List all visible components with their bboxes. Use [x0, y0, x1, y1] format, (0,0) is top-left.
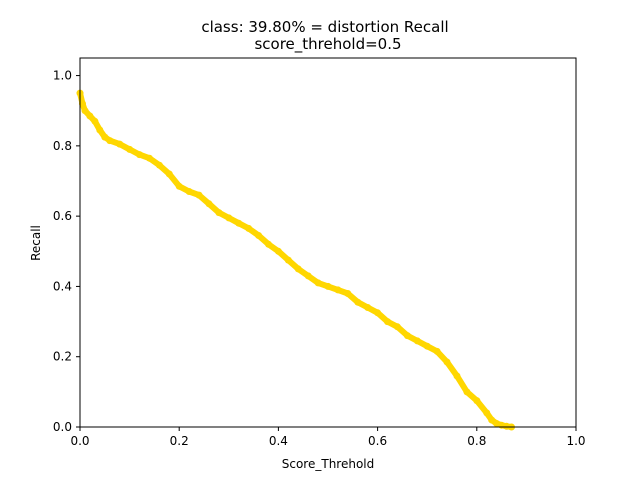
data-point — [106, 137, 114, 145]
axes-frame — [79, 57, 577, 428]
y-tick-label: 0.2 — [53, 350, 72, 364]
data-point — [483, 409, 491, 417]
data-point — [488, 416, 496, 424]
data-point — [364, 304, 372, 311]
data-point — [245, 224, 253, 232]
y-axis: 0.0 0.2 0.4 0.6 0.8 1.0 — [53, 69, 80, 434]
data-point — [393, 323, 401, 331]
data-point — [324, 282, 332, 290]
data-point — [265, 240, 272, 248]
x-tick-label: 0.4 — [269, 434, 288, 448]
y-tick-label: 0.6 — [53, 209, 72, 223]
data-point — [354, 298, 362, 306]
y-tick-label: 1.0 — [53, 69, 72, 83]
data-point — [195, 191, 203, 199]
x-axis: 0.0 0.2 0.4 0.6 0.8 1.0 — [70, 427, 586, 448]
data-point — [81, 107, 89, 115]
data-point — [403, 332, 411, 340]
data-point — [255, 232, 263, 239]
data-point — [463, 388, 471, 396]
x-tick-label: 0.6 — [368, 434, 387, 448]
data-point — [433, 347, 441, 355]
data-point — [284, 256, 292, 264]
data-point — [453, 372, 461, 380]
y-tick-label: 0.0 — [53, 420, 72, 434]
data-point — [101, 133, 109, 141]
data-point — [91, 117, 99, 125]
x-tick-label: 0.0 — [70, 434, 89, 448]
data-point — [79, 100, 86, 108]
data-point — [334, 286, 342, 294]
data-point — [235, 219, 243, 227]
data-point — [205, 200, 213, 208]
x-tick-label: 1.0 — [566, 434, 585, 448]
y-tick-label: 0.4 — [53, 279, 72, 293]
data-point — [116, 140, 124, 148]
chart-title: class: 39.80% = distortion Recall — [201, 18, 448, 36]
data-point — [423, 342, 431, 350]
data-point — [374, 309, 382, 317]
y-axis-label: Recall — [29, 225, 43, 261]
data-point — [413, 337, 421, 345]
data-point — [96, 126, 104, 134]
chart-subtitle: score_threhold=0.5 — [254, 35, 401, 54]
data-point — [145, 154, 153, 162]
data-point — [304, 272, 312, 280]
data-point — [86, 112, 94, 120]
data-point — [215, 209, 223, 217]
data-point — [126, 145, 134, 153]
data-point — [175, 182, 183, 190]
data-point — [294, 265, 302, 273]
data-point — [165, 170, 173, 178]
data-point — [344, 290, 352, 297]
data-point — [155, 161, 163, 169]
plot-area — [76, 89, 515, 431]
data-point — [473, 397, 481, 405]
data-point — [384, 318, 391, 326]
data-point — [274, 247, 282, 255]
data-point — [185, 188, 193, 195]
data-point — [314, 279, 322, 287]
y-tick-label: 0.8 — [53, 139, 72, 153]
data-point — [136, 151, 143, 159]
x-axis-label: Score_Threhold — [282, 457, 375, 471]
x-tick-label: 0.8 — [467, 434, 486, 448]
x-tick-label: 0.2 — [170, 434, 189, 448]
data-point — [225, 214, 233, 222]
data-point — [443, 358, 451, 366]
